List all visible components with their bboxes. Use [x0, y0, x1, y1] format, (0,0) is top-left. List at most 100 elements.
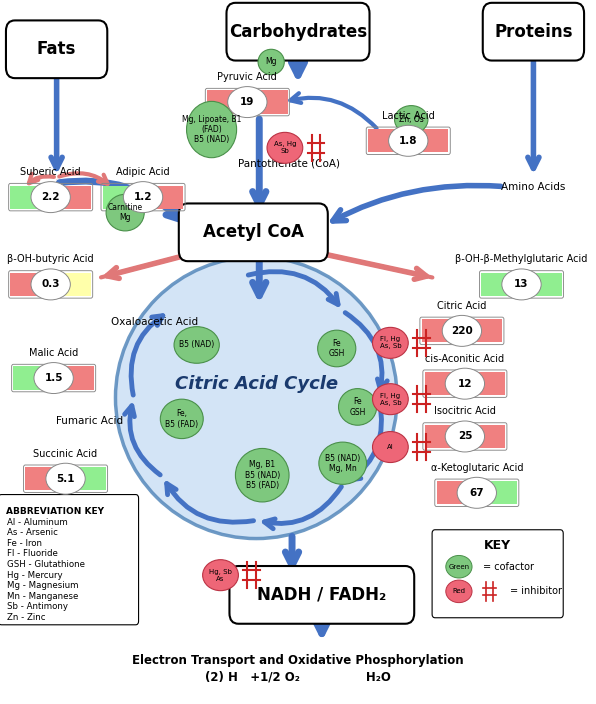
- Text: = cofactor: = cofactor: [483, 562, 534, 572]
- Ellipse shape: [502, 269, 541, 300]
- Text: 5.1: 5.1: [56, 474, 75, 484]
- Ellipse shape: [442, 315, 482, 346]
- Bar: [25, 467, 66, 490]
- Text: (2) H   +1/2 O₂                H₂O: (2) H +1/2 O₂ H₂O: [205, 671, 391, 684]
- Ellipse shape: [267, 132, 303, 163]
- Ellipse shape: [318, 330, 356, 367]
- Text: 19: 19: [240, 97, 254, 107]
- Bar: [465, 425, 505, 448]
- Text: Hg - Mercury: Hg - Mercury: [7, 570, 63, 579]
- Ellipse shape: [228, 87, 267, 118]
- FancyBboxPatch shape: [179, 203, 328, 261]
- Text: Carnitine
Mg: Carnitine Mg: [108, 203, 142, 222]
- Text: α-Ketoglutaric Acid: α-Ketoglutaric Acid: [430, 463, 523, 473]
- Ellipse shape: [372, 327, 408, 358]
- Text: cis-Aconitic Acid: cis-Aconitic Acid: [426, 353, 504, 363]
- Text: Fe - Iron: Fe - Iron: [7, 539, 42, 548]
- Text: Al: Al: [387, 444, 394, 450]
- Text: Fe,
B5 (FAD): Fe, B5 (FAD): [165, 409, 198, 429]
- Text: Lactic Acid: Lactic Acid: [382, 111, 434, 121]
- Text: Zn - Zinc: Zn - Zinc: [7, 612, 46, 622]
- Text: 1.8: 1.8: [399, 136, 418, 146]
- Ellipse shape: [46, 463, 85, 494]
- Ellipse shape: [106, 194, 144, 231]
- Text: B5 (NAD): B5 (NAD): [179, 341, 215, 349]
- Text: Sb - Antimony: Sb - Antimony: [7, 603, 69, 611]
- FancyBboxPatch shape: [432, 529, 563, 618]
- Text: Electron Transport and Oxidative Phosphorylation: Electron Transport and Oxidative Phospho…: [132, 654, 464, 667]
- Text: Red: Red: [452, 589, 465, 594]
- Bar: [11, 272, 51, 296]
- Text: Mg, B1
B5 (NAD)
B5 (FAD): Mg, B1 B5 (NAD) B5 (FAD): [244, 460, 280, 490]
- Text: Green: Green: [448, 564, 470, 570]
- Ellipse shape: [395, 106, 428, 134]
- Text: 2.2: 2.2: [41, 192, 60, 202]
- Text: Fe
GSH: Fe GSH: [349, 397, 366, 417]
- Bar: [424, 425, 465, 448]
- Text: = inhibitor: = inhibitor: [510, 586, 561, 596]
- Text: Oxaloacetic Acid: Oxaloacetic Acid: [111, 317, 198, 327]
- Text: 25: 25: [458, 432, 472, 441]
- Text: Proteins: Proteins: [494, 23, 573, 41]
- Text: GSH - Glutathione: GSH - Glutathione: [7, 560, 85, 569]
- Text: β-OH-butyric Acid: β-OH-butyric Acid: [7, 254, 94, 265]
- Text: Carbohydrates: Carbohydrates: [229, 23, 367, 41]
- Bar: [103, 185, 143, 208]
- Text: As - Arsenic: As - Arsenic: [7, 528, 58, 537]
- Text: Mn - Manganese: Mn - Manganese: [7, 591, 79, 601]
- Ellipse shape: [445, 421, 485, 452]
- Text: Citric Acid Cycle: Citric Acid Cycle: [175, 375, 338, 393]
- Text: As, Hg
Sb: As, Hg Sb: [274, 142, 296, 154]
- Bar: [422, 319, 462, 342]
- FancyBboxPatch shape: [483, 3, 584, 61]
- Text: 67: 67: [470, 488, 484, 498]
- Text: Fl, Hg
As, Sb: Fl, Hg As, Sb: [380, 337, 401, 349]
- Text: Succinic Acid: Succinic Acid: [33, 448, 98, 459]
- Text: Hg, Sb
As: Hg, Sb As: [209, 569, 232, 582]
- Text: 12: 12: [458, 379, 472, 389]
- Text: 1.5: 1.5: [44, 373, 63, 383]
- Text: Fats: Fats: [37, 40, 76, 58]
- Bar: [436, 482, 477, 504]
- Ellipse shape: [31, 182, 70, 213]
- Text: 1.2: 1.2: [134, 192, 153, 202]
- Bar: [368, 129, 408, 152]
- Text: ABBREVIATION KEY: ABBREVIATION KEY: [7, 507, 104, 515]
- Text: Fumaric Acid: Fumaric Acid: [56, 416, 123, 426]
- Ellipse shape: [339, 389, 377, 425]
- Text: 13: 13: [514, 279, 529, 289]
- Bar: [408, 129, 449, 152]
- Ellipse shape: [235, 448, 289, 502]
- Bar: [522, 272, 561, 296]
- Ellipse shape: [389, 125, 428, 156]
- Bar: [465, 372, 505, 396]
- FancyBboxPatch shape: [226, 3, 370, 61]
- Text: Mg: Mg: [265, 58, 277, 66]
- Text: 220: 220: [451, 326, 473, 336]
- Bar: [54, 366, 94, 390]
- Text: Fl, Hg
As, Sb: Fl, Hg As, Sb: [380, 393, 401, 406]
- Ellipse shape: [203, 560, 238, 591]
- Text: Pyruvic Acid: Pyruvic Acid: [218, 72, 277, 82]
- Ellipse shape: [445, 368, 485, 399]
- Bar: [66, 467, 106, 490]
- Bar: [462, 319, 502, 342]
- Text: KEY: KEY: [484, 539, 511, 552]
- Text: Mg, Lipoate, B1
(FAD)
B5 (NAD): Mg, Lipoate, B1 (FAD) B5 (NAD): [182, 115, 241, 144]
- Ellipse shape: [174, 327, 219, 363]
- Ellipse shape: [116, 257, 397, 539]
- Ellipse shape: [31, 269, 70, 300]
- Ellipse shape: [258, 49, 284, 75]
- Text: Suberic Acid: Suberic Acid: [20, 167, 81, 177]
- Bar: [51, 272, 91, 296]
- Ellipse shape: [372, 432, 408, 463]
- Ellipse shape: [34, 363, 73, 394]
- Bar: [424, 372, 465, 396]
- Text: Isocitric Acid: Isocitric Acid: [434, 406, 496, 416]
- Text: Zn, Os: Zn, Os: [399, 115, 424, 124]
- Bar: [482, 272, 522, 296]
- Bar: [207, 91, 247, 113]
- Ellipse shape: [457, 477, 496, 508]
- Text: Mg - Magnesium: Mg - Magnesium: [7, 582, 79, 590]
- Ellipse shape: [446, 555, 472, 578]
